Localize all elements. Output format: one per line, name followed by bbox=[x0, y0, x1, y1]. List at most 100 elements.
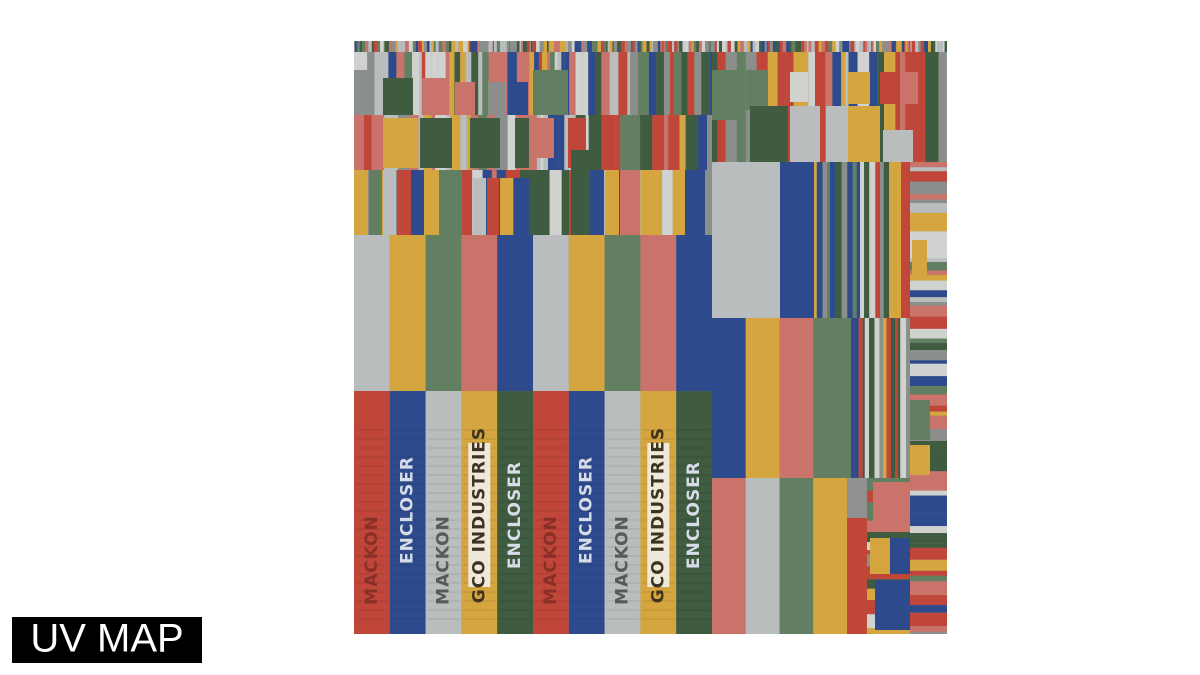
texture-patch bbox=[450, 115, 461, 170]
texture-patch bbox=[412, 41, 414, 52]
texture-patch bbox=[716, 41, 719, 52]
texture-patch bbox=[842, 41, 846, 52]
texture-patch bbox=[910, 193, 947, 200]
texture-patch bbox=[496, 41, 501, 52]
texture-patch bbox=[516, 41, 520, 52]
texture-patch bbox=[910, 513, 947, 527]
texture-patch bbox=[559, 41, 564, 52]
texture-patch bbox=[470, 118, 500, 168]
texture-patch bbox=[944, 41, 947, 52]
texture-patch bbox=[752, 41, 756, 52]
texture-patch bbox=[594, 41, 598, 52]
texture-patch bbox=[847, 318, 852, 478]
texture-patch bbox=[500, 41, 504, 52]
texture-patch bbox=[451, 41, 456, 52]
texture-patch bbox=[456, 170, 463, 235]
texture-patch bbox=[362, 41, 366, 52]
texture-patch bbox=[871, 41, 873, 52]
texture-patch bbox=[642, 41, 647, 52]
texture-patch bbox=[365, 170, 372, 235]
texture-patch bbox=[818, 41, 822, 52]
texture-patch bbox=[697, 115, 708, 170]
texture-patch bbox=[455, 41, 459, 52]
texture-patch bbox=[355, 41, 357, 52]
texture-patch bbox=[510, 41, 512, 52]
texture-patch bbox=[862, 318, 865, 478]
texture-patch bbox=[722, 41, 726, 52]
texture-patch bbox=[805, 41, 807, 52]
texture-patch bbox=[408, 41, 413, 52]
texture-patch bbox=[910, 41, 912, 52]
texture-patch bbox=[909, 41, 911, 52]
texture-patch bbox=[676, 391, 712, 634]
texture-patch bbox=[885, 41, 889, 52]
texture-patch bbox=[492, 41, 495, 52]
texture-patch bbox=[425, 391, 462, 634]
texture-patch bbox=[928, 41, 931, 52]
texture-patch bbox=[663, 52, 671, 115]
texture-patch bbox=[354, 235, 390, 391]
texture-patch bbox=[816, 162, 821, 318]
texture-patch bbox=[354, 70, 374, 115]
texture-patch bbox=[354, 115, 364, 170]
texture-patch bbox=[910, 328, 947, 339]
texture-patch bbox=[420, 170, 427, 235]
texture-patch bbox=[856, 162, 861, 318]
texture-patch bbox=[522, 41, 525, 52]
texture-patch bbox=[374, 52, 382, 115]
texture-patch bbox=[910, 190, 947, 194]
texture-patch bbox=[938, 52, 947, 162]
texture-patch bbox=[910, 258, 947, 263]
texture-patch bbox=[879, 41, 883, 52]
texture-patch bbox=[701, 52, 710, 115]
texture-patch bbox=[795, 41, 799, 52]
texture-patch bbox=[705, 41, 709, 52]
texture-patch bbox=[710, 41, 715, 52]
texture-patch bbox=[815, 52, 826, 162]
texture-patch bbox=[910, 305, 947, 317]
texture-patch bbox=[910, 526, 947, 534]
texture-patch bbox=[879, 318, 884, 478]
texture-label: MACKON bbox=[541, 515, 561, 605]
texture-patch bbox=[910, 479, 947, 491]
texture-patch bbox=[750, 106, 788, 162]
texture-patch bbox=[910, 581, 947, 596]
texture-patch bbox=[582, 52, 589, 115]
texture-patch bbox=[663, 115, 669, 170]
texture-patch bbox=[640, 41, 643, 52]
texture-patch bbox=[883, 162, 890, 318]
texture-patch bbox=[508, 41, 511, 52]
texture-patch bbox=[571, 41, 575, 52]
texture-patch bbox=[651, 41, 653, 52]
texture-label: GCO INDUSTRIES bbox=[469, 427, 489, 603]
texture-patch bbox=[488, 41, 492, 52]
texture-patch bbox=[388, 41, 392, 52]
texture-patch bbox=[910, 570, 947, 576]
texture-patch bbox=[660, 41, 663, 52]
texture-patch bbox=[900, 72, 918, 104]
texture-patch bbox=[707, 115, 712, 170]
texture-patch bbox=[633, 41, 635, 52]
texture-patch bbox=[910, 203, 947, 213]
texture-label: MACKON bbox=[362, 515, 382, 605]
texture-patch bbox=[910, 506, 947, 514]
texture-patch bbox=[848, 106, 880, 162]
texture-patch bbox=[529, 52, 535, 115]
texture-patch bbox=[685, 170, 705, 235]
texture-patch bbox=[786, 41, 790, 52]
texture-patch bbox=[426, 41, 430, 52]
texture-patch bbox=[425, 235, 462, 391]
texture-patch bbox=[845, 41, 850, 52]
texture-patch bbox=[563, 41, 567, 52]
texture-patch bbox=[413, 41, 416, 52]
texture-patch bbox=[620, 115, 635, 170]
texture-patch bbox=[910, 471, 947, 480]
texture-patch bbox=[709, 52, 712, 115]
texture-patch bbox=[901, 41, 905, 52]
texture-patch bbox=[507, 115, 516, 170]
texture-patch bbox=[514, 41, 516, 52]
texture-patch bbox=[648, 52, 657, 115]
texture-patch bbox=[656, 52, 664, 115]
texture-patch bbox=[466, 115, 471, 170]
texture-patch bbox=[649, 41, 652, 52]
